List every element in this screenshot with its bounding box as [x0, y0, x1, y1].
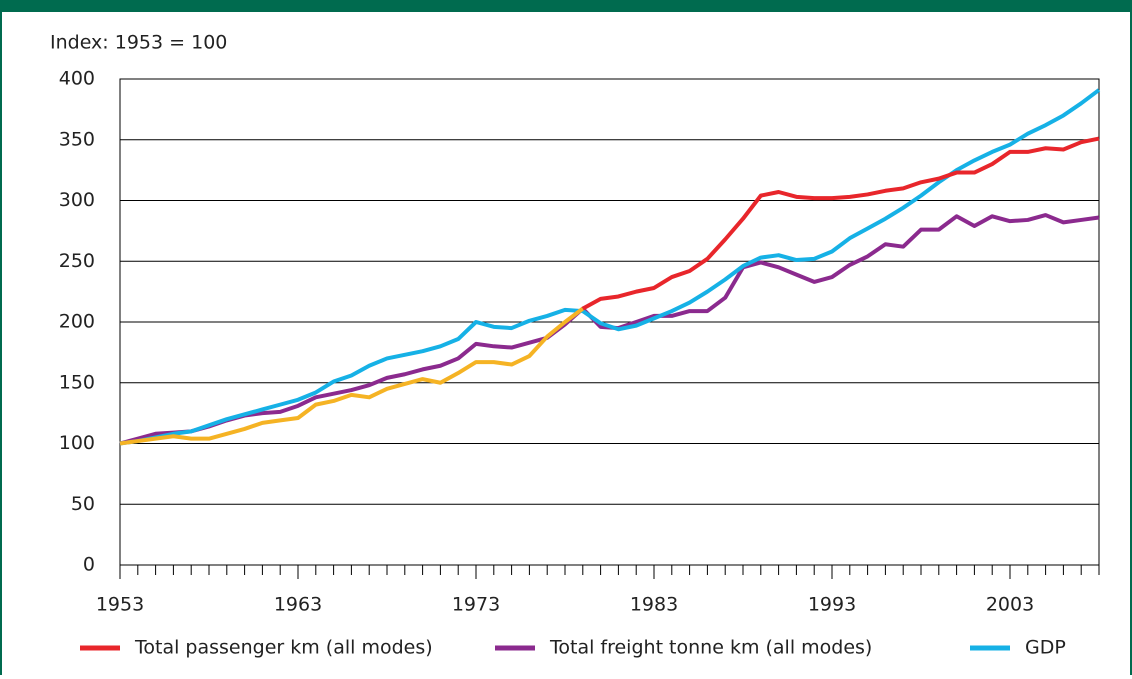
- x-tick-label: 1983: [630, 594, 678, 616]
- x-tick-label: 2003: [986, 594, 1034, 616]
- y-tick-label: 200: [59, 311, 95, 333]
- line-series: [119, 88, 1101, 446]
- x-tick-label: 1973: [452, 594, 500, 616]
- top-band: [0, 0, 1132, 12]
- legend-label: Total freight tonne km (all modes): [549, 637, 872, 659]
- line-series-data: [120, 139, 1099, 444]
- legend-label: GDP: [1025, 637, 1066, 659]
- y-tick-label: 400: [59, 68, 95, 90]
- x-tick-label: 1953: [96, 594, 144, 616]
- line-series: [581, 136, 1100, 311]
- x-tick-label: 1993: [808, 594, 856, 616]
- legend-label: Total passenger km (all modes): [134, 637, 433, 659]
- y-tick-label: 100: [59, 432, 95, 454]
- x-tick-label: 1963: [274, 594, 322, 616]
- y-tick-label: 300: [59, 189, 95, 211]
- subtitle: Index: 1953 = 100: [50, 32, 227, 54]
- y-tick-label: 350: [59, 128, 95, 150]
- y-tick-label: 150: [59, 371, 95, 393]
- y-tick-label: 0: [83, 554, 95, 576]
- line-early-segment: [119, 307, 585, 446]
- y-tick-label: 50: [71, 493, 95, 515]
- y-tick-label: 250: [59, 250, 95, 272]
